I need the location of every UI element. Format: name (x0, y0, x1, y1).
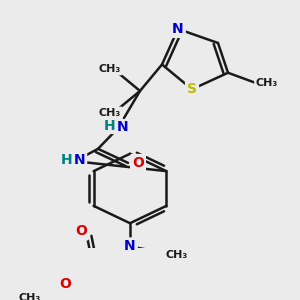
Text: H: H (104, 119, 116, 133)
Text: N: N (117, 120, 129, 134)
Text: O: O (59, 278, 71, 291)
Text: O: O (132, 156, 144, 170)
Text: CH₃: CH₃ (166, 250, 188, 260)
Text: N: N (124, 239, 136, 254)
Text: CH₃: CH₃ (99, 64, 121, 74)
Text: N: N (74, 153, 86, 166)
Text: CH₃: CH₃ (99, 108, 121, 118)
Text: CH₃: CH₃ (256, 78, 278, 88)
Text: H: H (61, 153, 73, 166)
Text: O: O (75, 224, 87, 239)
Text: CH₃: CH₃ (19, 293, 41, 300)
Text: N: N (172, 22, 184, 36)
Text: S: S (187, 82, 197, 96)
